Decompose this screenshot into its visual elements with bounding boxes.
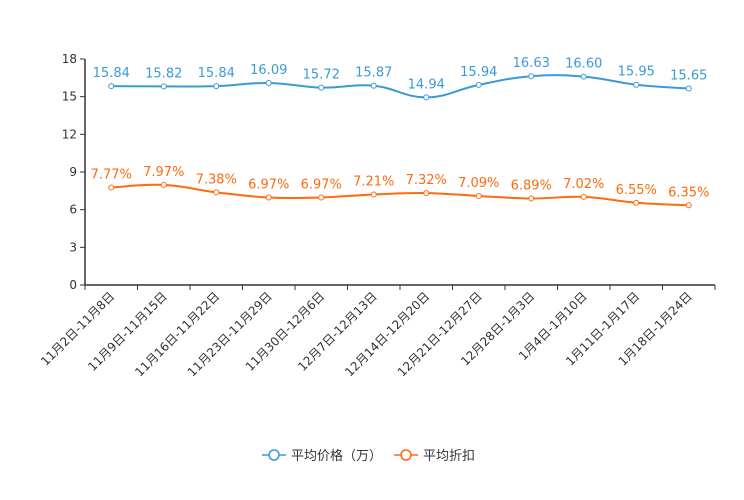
data-point	[108, 184, 115, 191]
data-point	[213, 83, 220, 90]
data-label: 15.84	[198, 66, 235, 81]
data-point	[633, 81, 640, 88]
data-label: 7.21%	[353, 174, 394, 189]
y-tick-label: 9	[69, 165, 77, 179]
y-tick-label: 15	[62, 90, 77, 104]
data-label: 14.94	[408, 77, 445, 92]
data-label: 6.97%	[248, 177, 289, 192]
data-label: 7.38%	[196, 172, 237, 187]
data-label: 15.84	[93, 66, 130, 81]
y-tick-label: 3	[69, 240, 77, 254]
data-point	[265, 79, 272, 86]
data-label: 15.87	[355, 66, 392, 81]
data-label: 15.94	[460, 65, 497, 80]
data-point	[685, 202, 692, 209]
data-point	[318, 194, 325, 201]
legend-circle-icon	[268, 449, 280, 461]
data-point	[423, 94, 430, 101]
data-label: 7.97%	[143, 165, 184, 180]
data-point	[370, 82, 377, 89]
data-point	[213, 189, 220, 196]
data-label: 7.32%	[406, 173, 447, 188]
data-label: 15.95	[618, 65, 655, 80]
legend-circle-icon	[400, 449, 412, 461]
legend-item-label: 平均价格（万）	[291, 448, 382, 464]
data-point	[633, 199, 640, 206]
data-label: 7.77%	[91, 167, 132, 182]
data-label: 6.55%	[616, 183, 657, 198]
data-point	[528, 73, 535, 80]
data-label: 6.89%	[511, 178, 552, 193]
data-label: 15.82	[145, 66, 182, 81]
data-label: 15.72	[303, 68, 340, 83]
y-tick-label: 18	[62, 52, 77, 66]
data-point	[475, 81, 482, 88]
data-label: 6.35%	[668, 185, 709, 200]
series-line-0	[111, 74, 689, 99]
data-label: 15.65	[670, 69, 707, 84]
data-point	[580, 73, 587, 80]
data-point	[160, 181, 167, 188]
data-label: 16.09	[250, 63, 287, 78]
series-line-1	[111, 183, 689, 207]
data-point	[160, 83, 167, 90]
data-point	[108, 83, 115, 90]
data-point	[475, 192, 482, 199]
data-label: 16.63	[513, 56, 550, 71]
data-label: 6.97%	[301, 177, 342, 192]
data-point	[318, 84, 325, 91]
data-point	[265, 194, 272, 201]
data-label: 16.60	[565, 57, 602, 72]
y-tick-label: 6	[69, 203, 77, 217]
y-tick-label: 12	[62, 127, 77, 141]
data-point	[580, 193, 587, 200]
data-label: 7.02%	[563, 177, 604, 192]
legend-item-label: 平均折扣	[423, 449, 475, 464]
data-label: 7.09%	[458, 176, 499, 191]
data-point	[685, 85, 692, 92]
data-point	[423, 190, 430, 197]
data-point	[370, 191, 377, 198]
y-tick-label: 0	[69, 278, 77, 292]
data-point	[528, 195, 535, 202]
